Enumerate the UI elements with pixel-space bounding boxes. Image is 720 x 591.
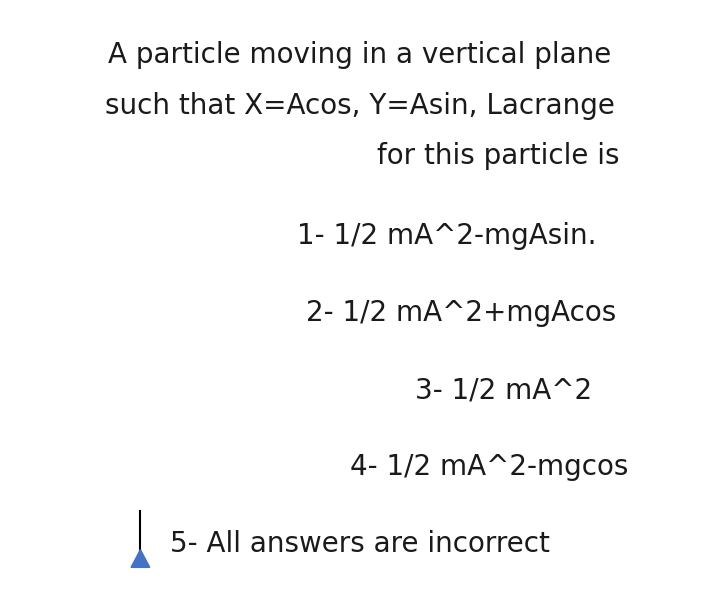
Text: 2- 1/2 mA^2+mgAcos: 2- 1/2 mA^2+mgAcos bbox=[306, 299, 616, 327]
Text: A particle moving in a vertical plane: A particle moving in a vertical plane bbox=[109, 41, 611, 69]
Text: 5- All answers are incorrect: 5- All answers are incorrect bbox=[170, 530, 550, 558]
Text: 3- 1/2 mA^2: 3- 1/2 mA^2 bbox=[415, 376, 593, 404]
Text: 1- 1/2 mA^2-mgAsin.: 1- 1/2 mA^2-mgAsin. bbox=[297, 222, 596, 251]
Polygon shape bbox=[131, 550, 150, 567]
Text: such that X=Acos, Y=Asin, Lacrange: such that X=Acos, Y=Asin, Lacrange bbox=[105, 92, 615, 119]
Text: for this particle is: for this particle is bbox=[377, 142, 619, 170]
Text: 4- 1/2 mA^2-mgcos: 4- 1/2 mA^2-mgcos bbox=[351, 453, 629, 481]
